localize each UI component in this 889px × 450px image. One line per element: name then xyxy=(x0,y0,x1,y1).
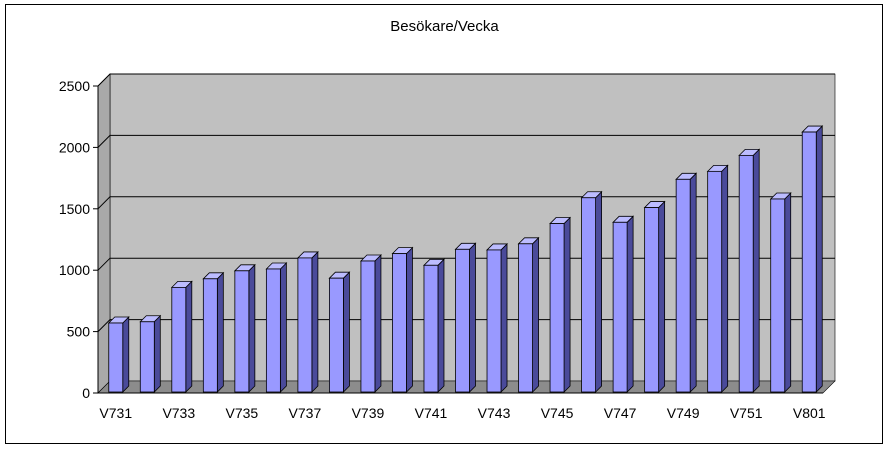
x-tick-label: V749 xyxy=(667,405,700,421)
bar-side xyxy=(374,254,382,393)
chart-title: Besökare/Vecka xyxy=(390,18,499,35)
bar xyxy=(612,215,635,393)
bar xyxy=(202,271,225,393)
bar xyxy=(486,242,508,393)
bar xyxy=(296,250,319,393)
bar-side xyxy=(122,316,130,393)
bar-side xyxy=(721,164,729,393)
bar-side xyxy=(343,271,350,393)
x-tick-label: V751 xyxy=(730,405,763,421)
bar-front xyxy=(770,198,786,393)
bars xyxy=(107,125,824,393)
bar xyxy=(423,258,445,393)
y-tick-label: 500 xyxy=(67,324,91,340)
y-tick-label: 2000 xyxy=(59,139,90,155)
bar-front xyxy=(801,131,817,393)
bar-side xyxy=(500,242,508,393)
bar-side xyxy=(532,236,539,393)
bar-front xyxy=(581,197,596,393)
bar xyxy=(139,314,162,393)
bar-front xyxy=(549,223,565,393)
bar-front xyxy=(360,260,376,393)
bar-side xyxy=(185,280,193,393)
bar-front xyxy=(392,253,407,393)
bar-side xyxy=(563,216,571,393)
x-tick-label: V743 xyxy=(478,405,511,421)
bar-side xyxy=(815,125,823,393)
bar-front xyxy=(455,248,470,393)
bar-front xyxy=(171,286,187,393)
bar-front xyxy=(265,268,281,393)
bar xyxy=(107,316,130,393)
bar-front xyxy=(423,264,439,393)
y-tick-labels: 0 500 1000 1500 2000 2500 xyxy=(59,78,90,401)
bar xyxy=(359,254,382,393)
bar-front xyxy=(202,278,218,393)
bar-side xyxy=(311,250,319,393)
bar xyxy=(265,262,288,393)
bar-front xyxy=(644,207,660,393)
bar-front xyxy=(297,257,313,393)
x-tick-label: V747 xyxy=(604,405,637,421)
bar xyxy=(549,216,572,393)
x-tick-label: V733 xyxy=(162,405,195,421)
bar xyxy=(706,164,729,393)
x-tick-label: V735 xyxy=(225,405,258,421)
bar xyxy=(170,280,193,393)
y-tick-label: 1500 xyxy=(59,201,90,217)
bar xyxy=(328,271,351,393)
bar-side xyxy=(626,215,634,393)
gridline xyxy=(97,73,835,87)
bar-side xyxy=(406,246,413,393)
bar xyxy=(801,125,824,393)
bar-front xyxy=(612,221,628,393)
bar-side xyxy=(216,271,224,393)
bar xyxy=(580,190,603,393)
axes xyxy=(93,85,823,394)
bar xyxy=(738,148,761,393)
y-tick-label: 2500 xyxy=(59,78,90,94)
bar-side xyxy=(248,263,256,393)
bar xyxy=(769,192,792,393)
bar-side xyxy=(279,262,287,393)
bar-side xyxy=(595,190,602,393)
bar xyxy=(454,242,477,393)
bar-front xyxy=(675,178,691,393)
bar-front xyxy=(108,322,124,393)
bar xyxy=(391,246,414,393)
plot-side-wall xyxy=(97,73,111,394)
bar-front xyxy=(329,277,344,393)
bar-side xyxy=(689,172,697,393)
y-tick-label: 1000 xyxy=(59,262,90,278)
x-tick-label: V739 xyxy=(352,405,385,421)
x-tick-label: V731 xyxy=(99,405,132,421)
bar-front xyxy=(518,243,533,393)
bar xyxy=(675,172,698,393)
x-tick-label: V801 xyxy=(793,405,826,421)
y-tick-label: 0 xyxy=(82,385,90,401)
bar-front xyxy=(707,170,723,393)
x-tick-label: V745 xyxy=(541,405,574,421)
bar-side xyxy=(469,242,476,393)
x-tick-label: V737 xyxy=(289,405,322,421)
x-tick-labels: V731 V733 V735 V737 V739 V741 V743 V745 V747 V749… xyxy=(99,405,825,421)
bar-side xyxy=(153,314,161,393)
bar xyxy=(233,263,256,393)
x-tick-label: V741 xyxy=(415,405,448,421)
bar-front xyxy=(738,154,754,393)
bar-front xyxy=(234,270,250,393)
bar xyxy=(643,200,666,393)
bar-side xyxy=(658,200,666,393)
bar-side xyxy=(437,258,445,393)
bar-side xyxy=(784,192,792,393)
gridline xyxy=(97,134,835,148)
bar xyxy=(517,236,540,393)
bar-side xyxy=(752,148,760,393)
bar-front xyxy=(139,321,155,393)
bar-front xyxy=(486,249,502,393)
